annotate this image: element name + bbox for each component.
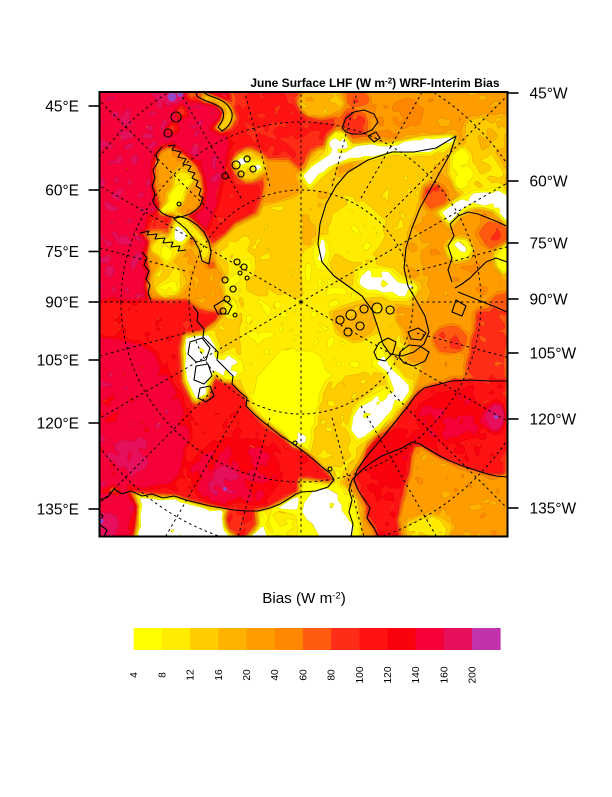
svg-text:200: 200 (468, 666, 479, 683)
svg-text:June Surface LHF (W m-2) WRF-I: June Surface LHF (W m-2) WRF-Interim Bia… (250, 76, 499, 90)
svg-text:45°E: 45°E (45, 99, 79, 116)
svg-text:120°E: 120°E (37, 416, 79, 433)
svg-text:16: 16 (214, 669, 225, 681)
svg-text:160: 160 (439, 666, 450, 683)
svg-text:4: 4 (129, 672, 140, 678)
svg-text:40: 40 (270, 669, 281, 681)
svg-text:75°W: 75°W (530, 236, 568, 253)
svg-text:105°E: 105°E (37, 353, 79, 370)
svg-text:Bias (W m-2): Bias (W m-2) (262, 590, 346, 607)
svg-text:90°W: 90°W (530, 292, 568, 309)
svg-text:135°E: 135°E (37, 502, 79, 519)
svg-text:60: 60 (298, 669, 309, 681)
svg-text:45°W: 45°W (530, 86, 568, 103)
svg-text:20: 20 (242, 669, 253, 681)
svg-text:90°E: 90°E (45, 295, 79, 312)
svg-text:8: 8 (157, 672, 168, 678)
svg-text:60°E: 60°E (45, 183, 79, 200)
svg-text:140: 140 (411, 666, 422, 683)
svg-text:135°W: 135°W (530, 501, 577, 518)
svg-text:60°W: 60°W (530, 174, 568, 191)
svg-text:12: 12 (186, 669, 197, 681)
svg-text:120: 120 (383, 666, 394, 683)
svg-text:100: 100 (355, 666, 366, 683)
svg-text:75°E: 75°E (45, 244, 79, 261)
svg-text:105°W: 105°W (530, 346, 577, 363)
svg-text:80: 80 (327, 669, 338, 681)
svg-text:120°W: 120°W (530, 412, 577, 429)
